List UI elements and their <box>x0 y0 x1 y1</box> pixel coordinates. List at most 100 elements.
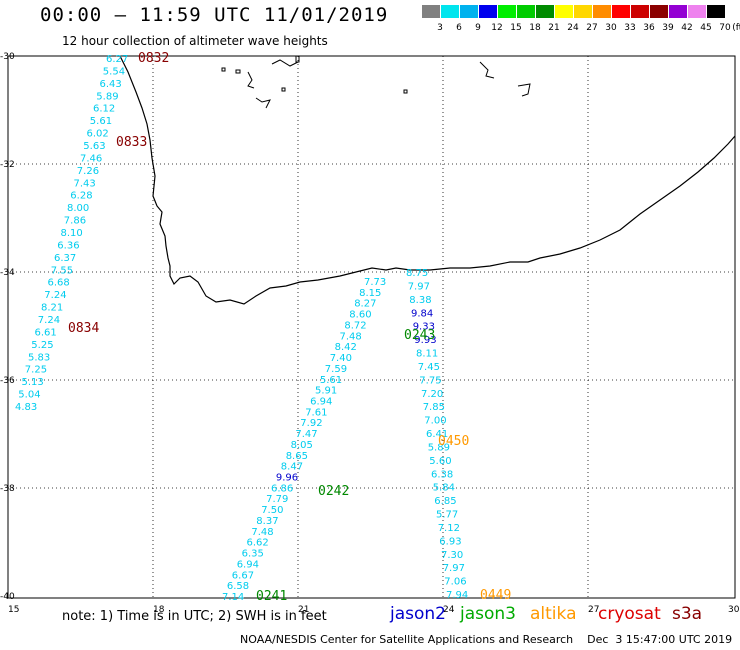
wave-height-label: 7.14 <box>222 592 244 603</box>
wave-height-label: 7.25 <box>25 365 47 376</box>
scale-label: 3 <box>437 23 443 33</box>
pass-time-label: 0833 <box>116 135 147 150</box>
scale-label: 18 <box>529 23 541 33</box>
wave-height-label: 7.61 <box>305 407 327 418</box>
wave-height-label: 7.00 <box>424 416 446 427</box>
wave-height-label: 6.28 <box>70 191 92 202</box>
wave-height-label: 7.55 <box>51 265 73 276</box>
scale-swatch <box>460 5 478 18</box>
wave-height-label: 6.35 <box>242 549 264 560</box>
wave-height-label: 8.00 <box>67 203 89 214</box>
satellite-legend-item: s3a <box>672 604 703 624</box>
wave-height-label: 7.06 <box>444 577 466 588</box>
wave-height-label: 5.89 <box>96 91 118 102</box>
wave-height-label: 5.13 <box>22 377 44 388</box>
wave-height-label: 8.15 <box>359 288 381 299</box>
pass-time-label: 0241 <box>256 589 287 604</box>
wave-height-label: 8.21 <box>41 303 63 314</box>
wave-height-label: 7.97 <box>443 563 465 574</box>
wave-height-label: 7.79 <box>266 494 288 505</box>
wave-height-label: 7.85 <box>423 402 445 413</box>
wave-height-label: 7.26 <box>77 166 99 177</box>
lon-tick: 15 <box>8 605 19 615</box>
wave-height-label: 6.86 <box>271 483 293 494</box>
scale-label: 6 <box>456 23 462 33</box>
scale-label: 36 <box>643 23 655 33</box>
scale-swatch <box>498 5 516 18</box>
wave-height-label: 7.24 <box>44 290 66 301</box>
wave-height-label: 5.91 <box>315 386 337 397</box>
wave-height-label: 6.93 <box>439 536 461 547</box>
wave-height-label: 5.83 <box>28 352 50 363</box>
lat-tick: -32 <box>0 160 15 170</box>
scale-swatch <box>441 5 459 18</box>
wave-height-label: 7.92 <box>300 418 322 429</box>
scale-swatch <box>422 5 440 18</box>
wave-height-label: 7.48 <box>340 331 362 342</box>
wave-height-label: 7.73 <box>364 277 386 288</box>
wave-height-label: 5.77 <box>436 510 458 521</box>
wave-height-label: 7.45 <box>418 362 440 373</box>
pass-time-label: 0449 <box>480 588 511 603</box>
wave-height-label: 8.60 <box>349 310 371 321</box>
wave-height-label: 7.40 <box>330 353 352 364</box>
scale-swatch <box>536 5 554 18</box>
wave-height-label: 8.38 <box>409 295 431 306</box>
lon-tick: 24 <box>443 605 455 615</box>
wave-height-label: 8.27 <box>354 299 376 310</box>
scale-label: 24 <box>567 23 579 33</box>
scale-swatch <box>593 5 611 18</box>
scale-unit: (ft) <box>732 23 740 33</box>
scale-label: 27 <box>586 23 598 33</box>
wave-height-label: 6.62 <box>247 538 269 549</box>
map-footer: NOAA/NESDIS Center for Satellite Applica… <box>240 633 733 646</box>
wave-height-label: 8.05 <box>291 440 313 451</box>
scale-swatch <box>479 5 497 18</box>
pass-time-label: 0242 <box>318 484 349 499</box>
lat-tick: -36 <box>0 376 15 386</box>
wave-height-label: 8.37 <box>256 516 278 527</box>
wave-height-label: 7.46 <box>80 153 102 164</box>
wave-height-label: 8.47 <box>281 462 303 473</box>
scale-label: 30 <box>605 23 617 33</box>
lat-tick: -34 <box>0 268 15 278</box>
wave-height-label: 9.93 <box>414 335 436 346</box>
wave-height-label: 9.84 <box>411 308 433 319</box>
wave-height-label: 5.63 <box>83 141 105 152</box>
wave-height-label: 6.94 <box>237 559 259 570</box>
map-title: 00:00 – 11:59 UTC 11/01/2019 <box>40 4 389 26</box>
wave-height-label: 8.65 <box>286 451 308 462</box>
wave-height-label: 5.25 <box>31 340 53 351</box>
wave-height-label: 7.43 <box>74 178 96 189</box>
scale-label: 9 <box>475 23 481 33</box>
wave-height-label: 6.67 <box>232 570 254 581</box>
wave-height-label: 7.48 <box>251 527 273 538</box>
wave-height-label: 5.61 <box>90 116 112 127</box>
wave-height-label: 8.42 <box>335 342 357 353</box>
scale-label: 33 <box>624 23 636 33</box>
scale-swatch <box>631 5 649 18</box>
inland-features <box>221 55 531 109</box>
wave-height-label: 6.37 <box>54 253 76 264</box>
wave-height-label: 7.30 <box>441 550 463 561</box>
satellite-legend-item: altika <box>530 604 577 624</box>
scale-label: 15 <box>510 23 522 33</box>
satellite-legend-item: jason2 <box>390 604 446 624</box>
wave-height-label: 6.61 <box>35 327 57 338</box>
wave-height-label: 6.38 <box>431 469 453 480</box>
wave-height-label: 7.86 <box>64 216 86 227</box>
pass-time-label: 0834 <box>68 321 99 336</box>
scale-label: 70 <box>719 23 731 33</box>
lat-tick: -38 <box>0 484 15 494</box>
pass-time-label: 0450 <box>438 434 469 449</box>
south-africa-coastline <box>119 55 736 305</box>
lon-tick-labels: 15 18 21 24 27 30 <box>8 605 740 615</box>
wave-height-label: 5.54 <box>103 66 125 77</box>
wave-height-label: 6.68 <box>48 278 70 289</box>
wave-height-label: 5.84 <box>433 483 455 494</box>
wave-height-label: 7.59 <box>325 364 347 375</box>
scale-swatch <box>650 5 668 18</box>
wave-height-label: 5.89 <box>428 442 450 453</box>
lon-tick: 30 <box>728 605 740 615</box>
